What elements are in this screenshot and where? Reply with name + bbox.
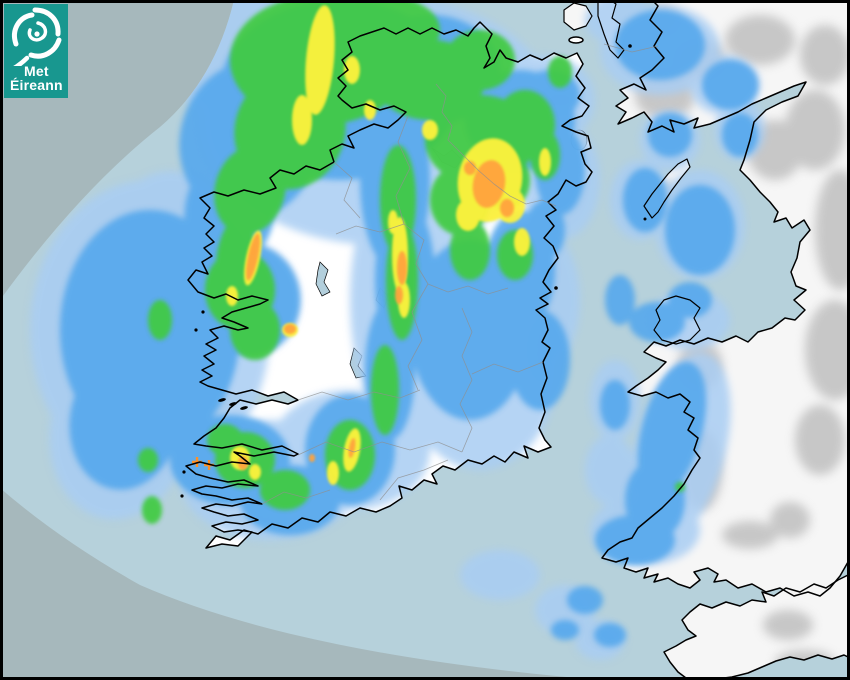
cyclone-swirl-icon xyxy=(12,7,62,66)
small-islands xyxy=(180,44,647,498)
anglesey-coastline xyxy=(653,295,701,345)
britain-coastline xyxy=(601,0,850,597)
isle-of-man-coastline xyxy=(643,158,691,219)
rathlin-island xyxy=(568,36,584,44)
county-borders xyxy=(261,43,659,505)
coastlines xyxy=(180,0,850,680)
logo-text-eireann: Éireann xyxy=(10,77,63,93)
southwest-england-coastline xyxy=(663,573,850,680)
logo-text-met: Met xyxy=(24,63,49,79)
met-eireann-logo: Met Éireann xyxy=(4,4,68,98)
islay-island xyxy=(564,3,592,30)
lough-corrib xyxy=(315,261,331,297)
islay-coastline xyxy=(563,2,593,31)
